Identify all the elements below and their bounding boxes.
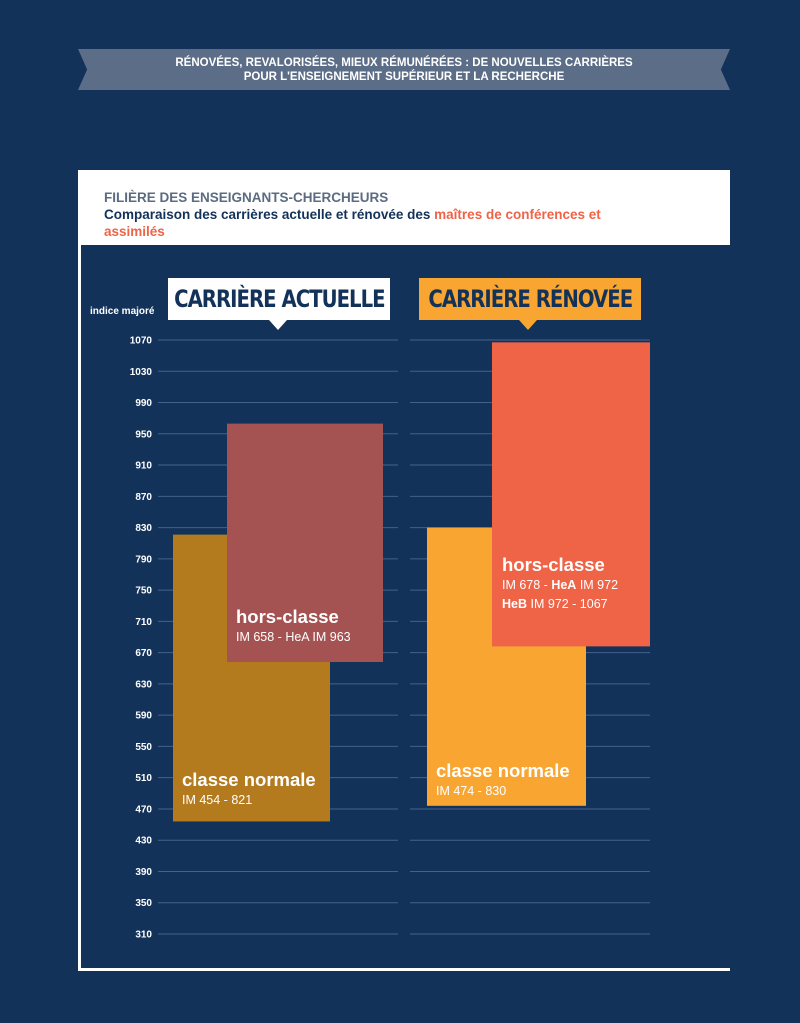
y-tick-label: 670 (135, 648, 152, 659)
group-header-renovee: CARRIÈRE RÉNOVÉE (419, 278, 641, 320)
y-tick-label: 470 (135, 804, 152, 815)
y-tick-label: 750 (135, 586, 152, 597)
chart-header: FILIÈRE DES ENSEIGNANTS-CHERCHEURS Compa… (78, 170, 730, 245)
y-tick-label: 830 (135, 523, 152, 534)
y-tick-label: 630 (135, 679, 152, 690)
banner: RÉNOVÉES, REVALORISÉES, MIEUX RÉMUNÉRÉES… (78, 49, 730, 90)
y-tick-label: 1070 (130, 336, 153, 347)
label-title: hors-classe (502, 554, 605, 575)
y-tick-label: 710 (135, 617, 152, 628)
label-detail: IM 474 - 830 (436, 784, 507, 798)
banner-line-1: RÉNOVÉES, REVALORISÉES, MIEUX RÉMUNÉRÉES… (175, 56, 633, 69)
label-detail-2: HeB IM 972 - 1067 (502, 595, 618, 614)
label-detail-1: IM 678 - HeA IM 972 (502, 576, 618, 595)
y-tick-label: 350 (135, 898, 152, 909)
label-actuelle-hors-classe: hors-classe IM 658 - HeA IM 963 (236, 606, 351, 647)
label-detail-2-part-a: HeB (502, 597, 528, 611)
label-detail-1-part-c: IM 972 (576, 578, 619, 592)
group-header-actuelle-pointer (269, 320, 287, 330)
label-detail-1-part-b: HeA (551, 578, 577, 592)
label-title: classe normale (182, 769, 316, 790)
label-detail-2-part-b: IM 972 - 1067 (527, 597, 608, 611)
y-tick-label: 550 (135, 742, 152, 753)
y-tick-label: 390 (135, 867, 152, 878)
y-tick-label: 910 (135, 461, 152, 472)
group-header-actuelle: CARRIÈRE ACTUELLE (168, 278, 390, 320)
group-header-renovee-pointer (519, 320, 537, 330)
y-tick-label: 990 (135, 398, 152, 409)
bar-actuelle-hors-classe (227, 423, 383, 663)
label-title: hors-classe (236, 606, 339, 627)
y-tick-label: 510 (135, 773, 152, 784)
group-header-actuelle-label: CARRIÈRE ACTUELLE (173, 285, 386, 313)
banner-line-2: POUR L'ENSEIGNEMENT SUPÉRIEUR ET LA RECH… (243, 70, 565, 83)
label-renovee-classe-normale: classe normale IM 474 - 830 (436, 760, 570, 801)
label-detail: IM 658 - HeA IM 963 (236, 630, 351, 644)
label-renovee-hors-classe: hors-classe IM 678 - HeA IM 972 HeB IM 9… (502, 554, 618, 614)
group-header-renovee-label: CARRIÈRE RÉNOVÉE (428, 285, 633, 313)
label-title: classe normale (436, 760, 570, 781)
chart-title-prefix: Comparaison des carrières actuelle et ré… (104, 207, 435, 222)
y-tick-label: 790 (135, 554, 152, 565)
y-tick-label: 590 (135, 711, 152, 722)
y-tick-label: 950 (135, 429, 152, 440)
y-axis-label: indice majoré (90, 306, 155, 317)
y-tick-label: 310 (135, 930, 152, 941)
frame-bottom-border (78, 968, 730, 971)
bar-renovee-hors-classe (492, 342, 650, 647)
y-tick-label: 1030 (130, 367, 153, 378)
chart-subtitle: FILIÈRE DES ENSEIGNANTS-CHERCHEURS (104, 190, 389, 205)
label-actuelle-classe-normale: classe normale IM 454 - 821 (182, 769, 316, 810)
chart-title: Comparaison des carrières actuelle et ré… (104, 206, 664, 240)
label-detail-1-part-a: IM 678 - (502, 578, 552, 592)
frame-left-border (78, 236, 81, 971)
label-detail: IM 454 - 821 (182, 793, 253, 807)
y-tick-label: 870 (135, 492, 152, 503)
y-tick-label: 430 (135, 836, 152, 847)
chart-title-accent: maîtres de conférences et assimilés (104, 207, 601, 239)
